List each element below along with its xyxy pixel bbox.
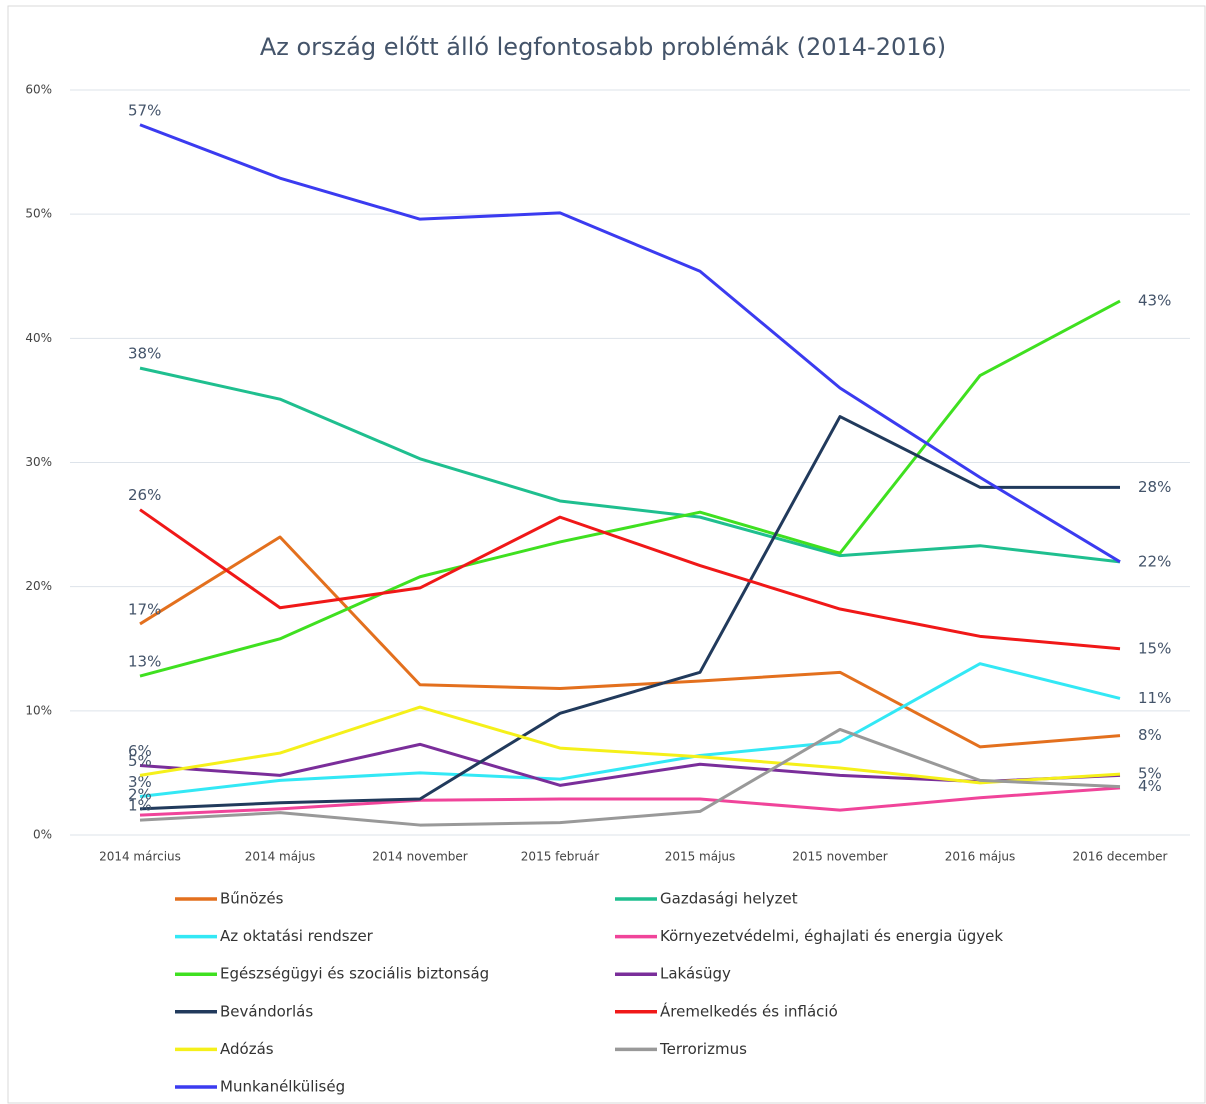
series-line [139, 366, 1121, 564]
x-tick-label: 2016 május [945, 850, 1016, 864]
x-tick-label: 2014 március [99, 850, 181, 864]
data-label: 15% [1138, 639, 1171, 657]
series-line [139, 786, 1121, 817]
y-tick-label: 20% [25, 579, 52, 593]
y-tick-label: 50% [25, 207, 52, 221]
data-label: 5% [1138, 765, 1162, 783]
data-label: 11% [1138, 689, 1171, 707]
legend-label: Az oktatási rendszer [220, 927, 374, 945]
data-label: 8% [1138, 726, 1162, 744]
y-tick-label: 40% [25, 331, 52, 345]
x-tick-label: 2016 december [1073, 850, 1168, 864]
series-line [139, 727, 1121, 827]
data-label: 1% [128, 797, 152, 815]
series-line [139, 535, 1121, 749]
series-line [139, 415, 1120, 811]
data-label: 43% [1138, 292, 1171, 310]
data-label: 28% [1138, 478, 1171, 496]
y-tick-label: 0% [33, 828, 52, 842]
legend-label: Bevándorlás [220, 1002, 313, 1020]
legend-label: Lakásügy [660, 965, 731, 983]
x-tick-label: 2014 május [245, 850, 316, 864]
y-tick-label: 30% [25, 455, 52, 469]
data-label: 4% [1138, 777, 1162, 795]
data-label: 38% [128, 345, 161, 363]
y-tick-label: 60% [25, 83, 52, 97]
data-label: 22% [1138, 552, 1171, 570]
chart-frame [7, 5, 1206, 1104]
x-tick-label: 2015 február [521, 850, 599, 864]
legend-label: Munkanélküliség [220, 1078, 345, 1096]
series-line [139, 508, 1121, 651]
x-tick-label: 2014 november [372, 850, 467, 864]
legend-label: Környezetvédelmi, éghajlati és energia ü… [660, 927, 1003, 945]
legend-label: Gazdasági helyzet [660, 890, 798, 908]
series-line [139, 299, 1121, 678]
legend-label: Egészségügyi és szociális biztonság [220, 965, 489, 983]
legend-label: Terrorizmus [659, 1040, 747, 1058]
data-label: 57% [128, 101, 161, 119]
series-line [139, 662, 1121, 798]
legend-label: Áremelkedés és infláció [660, 1001, 838, 1020]
x-tick-label: 2015 november [792, 850, 887, 864]
x-tick-label: 2015 május [665, 850, 736, 864]
y-tick-label: 10% [25, 703, 52, 717]
data-label: 17% [128, 600, 161, 618]
legend-label: Adózás [220, 1040, 274, 1058]
data-label: 26% [128, 486, 161, 504]
data-label: 2% [128, 785, 152, 803]
data-label: 13% [128, 653, 161, 671]
data-label: 3% [128, 773, 152, 791]
data-label: 5% [128, 752, 152, 770]
legend-label: Bűnözés [220, 890, 284, 908]
data-label: 6% [128, 742, 152, 760]
chart-title: Az ország előtt álló legfontosabb problé… [260, 33, 946, 61]
series-line [139, 123, 1121, 564]
series-line [139, 705, 1121, 785]
